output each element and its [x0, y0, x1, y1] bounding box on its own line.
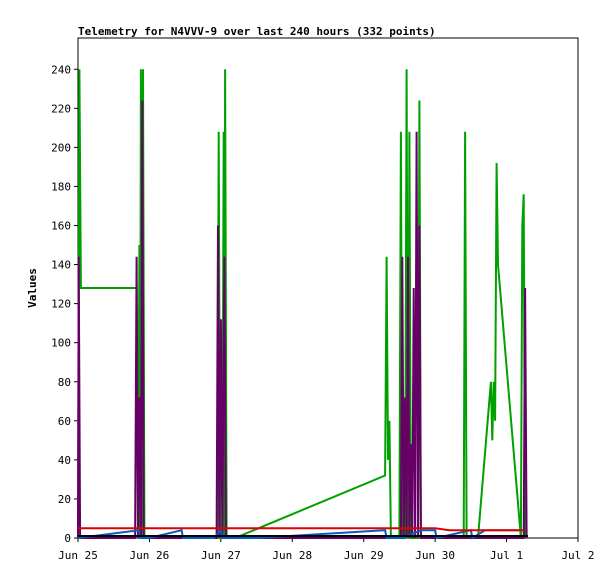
- series-line-2: [77, 100, 528, 539]
- x-tick-label: Jun 25: [58, 549, 98, 562]
- y-tick-label: 160: [51, 220, 71, 233]
- series-line-4: [78, 527, 524, 532]
- x-tick-label: Jun 28: [272, 549, 312, 562]
- x-tick-label: Jun 26: [130, 549, 170, 562]
- y-tick-label: 80: [58, 376, 71, 389]
- x-axis: Jun 25 Jun 26 Jun 27 Jun 28 Jun 29 Jun 30 Jul …: [58, 538, 595, 562]
- y-tick-label: 40: [58, 454, 71, 467]
- series-group: [77, 69, 528, 540]
- y-tick-label: 220: [51, 102, 71, 115]
- y-axis: 0 20 40 60 80 100 120 140 160 180 200 220 240: [51, 63, 78, 545]
- plot-area: [77, 37, 579, 539]
- y-tick-label: 0: [64, 532, 71, 545]
- y-tick-label: 20: [58, 493, 71, 506]
- series-line-1: [77, 69, 527, 539]
- y-tick-label: 180: [51, 180, 71, 193]
- x-tick-label: Jul 1: [490, 549, 523, 562]
- x-tick-label: Jul 2: [561, 549, 594, 562]
- chart-title: Telemetry for N4VVV-9 over last 240 hour…: [78, 25, 436, 38]
- x-tick-label: Jun 27: [201, 549, 241, 562]
- x-tick-label: Jun 29: [344, 549, 384, 562]
- y-tick-label: 120: [51, 298, 71, 311]
- y-tick-label: 200: [51, 141, 71, 154]
- y-tick-label: 60: [58, 415, 71, 428]
- y-tick-label: 240: [51, 63, 71, 76]
- x-tick-label: Jun 30: [415, 549, 455, 562]
- y-axis-label: Values: [26, 268, 39, 308]
- y-tick-label: 140: [51, 259, 71, 272]
- y-tick-label: 100: [51, 337, 71, 350]
